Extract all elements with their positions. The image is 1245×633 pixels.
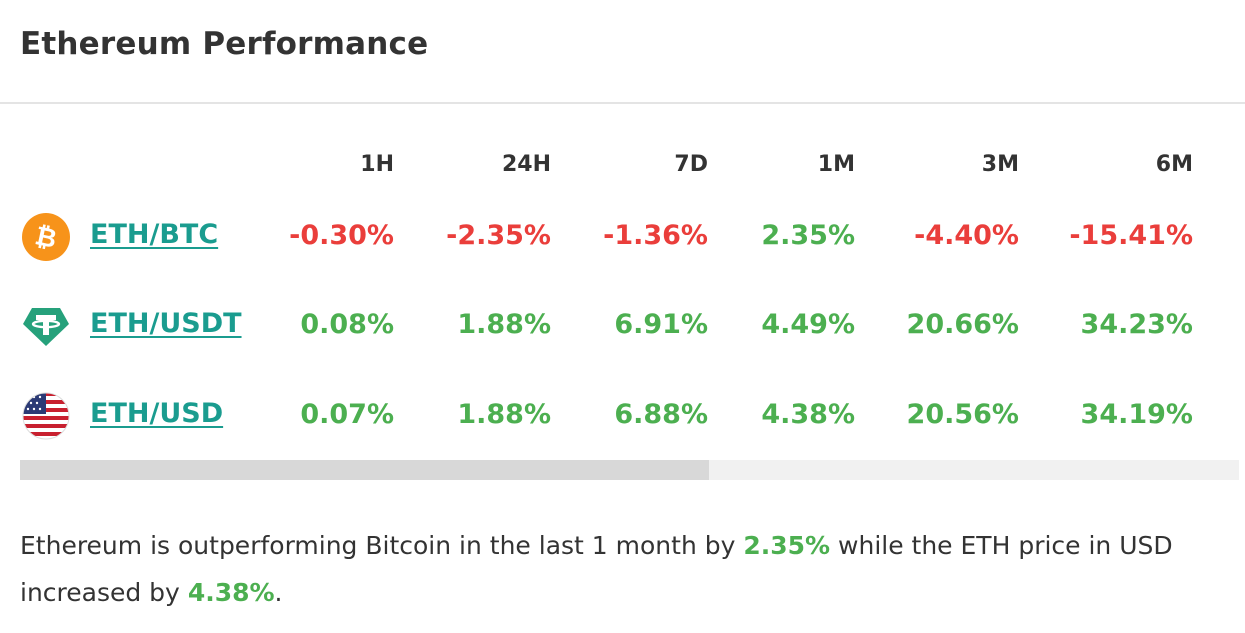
value-cell: 1.88% [457, 309, 551, 340]
summary-text: . [274, 578, 283, 607]
column-header-24h: 24H [501, 152, 551, 177]
tether-icon [23, 308, 69, 346]
value-cell: 6.91% [614, 309, 708, 340]
horizontal-scrollbar[interactable] [20, 460, 1239, 480]
table-row-eth-usd: ETH/USD 0.07% 1.88% 6.88% 4.38% 20.56% 3… [0, 386, 1245, 446]
bitcoin-icon: ₿ [22, 213, 70, 261]
column-header-1h: 1H [360, 152, 394, 177]
value-cell: -4.40% [914, 220, 1019, 251]
performance-summary: Ethereum is outperforming Bitcoin in the… [20, 522, 1220, 616]
value-cell: -15.41% [1069, 220, 1193, 251]
pair-link-eth-usd[interactable]: ETH/USD [90, 398, 224, 429]
value-cell: 20.56% [906, 399, 1019, 430]
value-cell: 34.23% [1080, 309, 1193, 340]
value-cell: 4.38% [761, 399, 855, 430]
column-header-6m: 6M [1155, 152, 1193, 177]
value-cell: 2.35% [761, 220, 855, 251]
value-cell: 1.88% [457, 399, 551, 430]
page-title: Ethereum Performance [20, 26, 429, 62]
summary-highlight-btc: 2.35% [743, 531, 831, 560]
column-header-7d: 7D [674, 152, 708, 177]
scrollbar-thumb[interactable] [20, 460, 709, 480]
column-header-3m: 3M [981, 152, 1019, 177]
card-header: Ethereum Performance [0, 0, 1245, 104]
value-cell: 4.49% [761, 309, 855, 340]
pair-link-eth-btc[interactable]: ETH/BTC [90, 219, 219, 250]
value-cell: 34.19% [1080, 399, 1193, 430]
value-cell: 0.08% [300, 309, 394, 340]
value-cell: 20.66% [906, 309, 1019, 340]
value-cell: 0.07% [300, 399, 394, 430]
table-row-eth-usdt: ETH/USDT 0.08% 1.88% 6.91% 4.49% 20.66% … [0, 296, 1245, 356]
value-cell: -0.30% [289, 220, 394, 251]
us-flag-icon [22, 392, 70, 440]
summary-text: while the ETH price in USD increased by [20, 531, 1173, 607]
summary-text: Ethereum is outperforming Bitcoin in the… [20, 531, 744, 560]
column-header-1m: 1M [817, 152, 855, 177]
value-cell: -1.36% [603, 220, 708, 251]
summary-highlight-usd: 4.38% [187, 578, 275, 607]
pair-link-eth-usdt[interactable]: ETH/USDT [90, 308, 242, 339]
table-row-eth-btc: ₿ ETH/BTC -0.30% -2.35% -1.36% 2.35% -4.… [0, 207, 1245, 267]
value-cell: 6.88% [614, 399, 708, 430]
value-cell: -2.35% [446, 220, 551, 251]
